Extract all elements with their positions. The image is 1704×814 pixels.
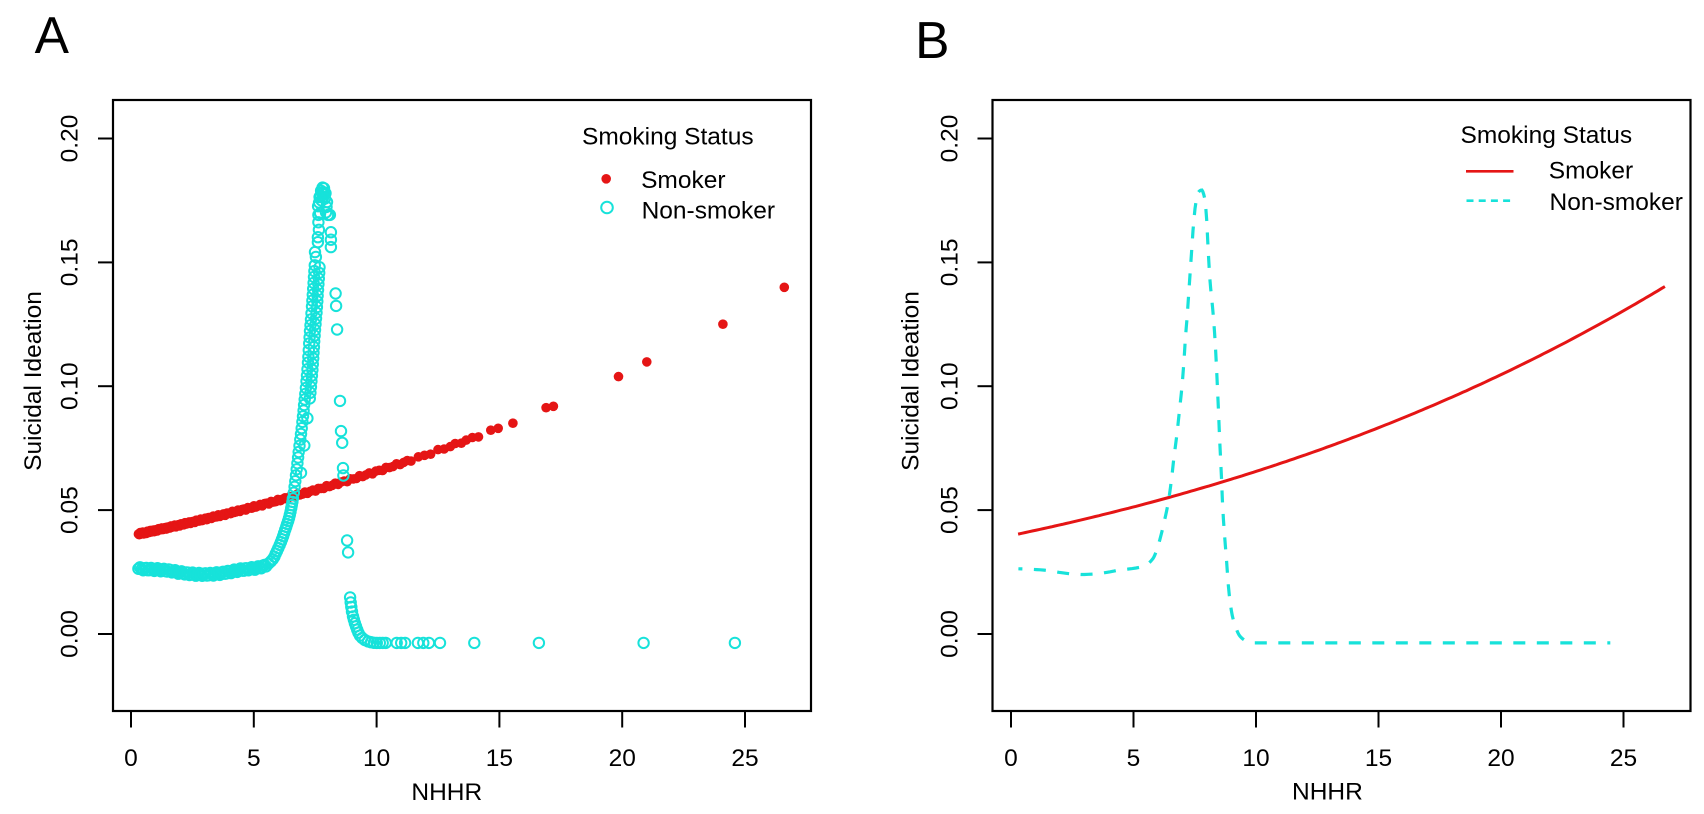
svg-text:15: 15 — [486, 745, 513, 772]
svg-text:A: A — [35, 6, 70, 64]
svg-text:Smoker: Smoker — [641, 167, 725, 194]
svg-text:0.15: 0.15 — [56, 239, 83, 287]
svg-text:NHHR: NHHR — [411, 779, 482, 806]
svg-text:20: 20 — [609, 745, 636, 772]
svg-text:0.20: 0.20 — [937, 115, 964, 163]
svg-text:0: 0 — [1004, 745, 1018, 772]
svg-text:Smoker: Smoker — [1549, 157, 1633, 184]
svg-text:0.10: 0.10 — [937, 362, 964, 410]
svg-text:0.10: 0.10 — [56, 362, 83, 410]
svg-text:0.15: 0.15 — [937, 239, 964, 287]
svg-text:NHHR: NHHR — [1292, 779, 1363, 806]
svg-text:Non-smoker: Non-smoker — [642, 197, 775, 224]
svg-text:Suicidal Ideation: Suicidal Ideation — [20, 291, 47, 471]
svg-text:25: 25 — [731, 745, 758, 772]
svg-text:5: 5 — [1127, 745, 1141, 772]
svg-text:0.20: 0.20 — [56, 115, 83, 163]
svg-text:5: 5 — [247, 745, 261, 772]
svg-text:15: 15 — [1365, 745, 1392, 772]
svg-text:Non-smoker: Non-smoker — [1550, 189, 1683, 216]
svg-text:0.00: 0.00 — [56, 610, 83, 658]
svg-text:10: 10 — [363, 745, 390, 772]
svg-text:20: 20 — [1487, 745, 1514, 772]
svg-text:Smoking Status: Smoking Status — [582, 124, 754, 151]
svg-text:0: 0 — [124, 745, 138, 772]
svg-text:Smoking Status: Smoking Status — [1461, 122, 1633, 149]
svg-text:B: B — [915, 11, 949, 69]
svg-text:Suicidal Ideation: Suicidal Ideation — [898, 291, 925, 471]
svg-text:0.05: 0.05 — [937, 486, 964, 534]
svg-text:25: 25 — [1610, 745, 1637, 772]
svg-text:10: 10 — [1242, 745, 1269, 772]
svg-text:0.05: 0.05 — [56, 486, 83, 534]
svg-text:0.00: 0.00 — [937, 610, 964, 658]
